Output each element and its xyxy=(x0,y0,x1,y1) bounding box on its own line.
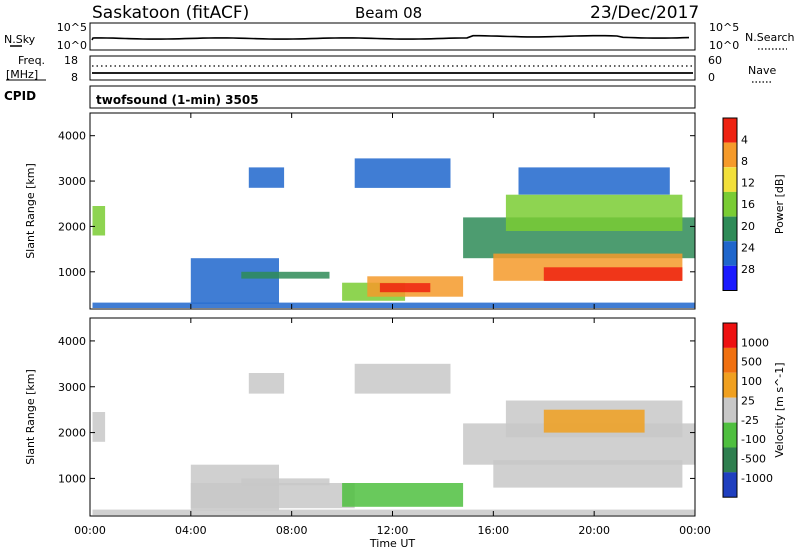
nsky-left-tick-bottom: 10^0 xyxy=(57,39,87,52)
y-axis-label: Slant Range [km] xyxy=(24,163,37,259)
colorbar-tick-label: 24 xyxy=(741,241,755,254)
y-tick-label: 3000 xyxy=(58,175,86,188)
nave-tick-top: 60 xyxy=(708,54,722,67)
colorbar-segment xyxy=(723,167,737,192)
nsky-left-tick-top: 10^5 xyxy=(57,21,87,34)
colorbar-tick-label: 16 xyxy=(741,198,755,211)
heatmap-region xyxy=(543,267,683,281)
freq-tick-top: 18 xyxy=(64,54,78,67)
station-title: Saskatoon (fitACF) xyxy=(92,3,249,23)
colorbar-label: Velocity [m s^-1] xyxy=(773,362,786,457)
colorbar-segment xyxy=(723,323,737,348)
heatmap-region xyxy=(92,302,695,308)
colorbar-segment xyxy=(723,241,737,266)
colorbar-tick-label: -100 xyxy=(741,433,766,446)
colorbar-segment xyxy=(723,372,737,398)
colorbar-segment xyxy=(723,216,737,242)
heatmap-region xyxy=(248,167,285,188)
colorbar-segment xyxy=(723,472,737,498)
nsky-panel-frame xyxy=(89,22,696,51)
heatmap-region xyxy=(92,206,106,236)
heatmap-cells xyxy=(92,363,695,516)
heatmap-region xyxy=(505,194,683,231)
nsky-right-tick-bottom: 10^0 xyxy=(709,39,739,52)
x-axis-label: Time UT xyxy=(369,537,415,550)
colorbar-segment xyxy=(723,118,737,143)
y-tick-label: 1000 xyxy=(58,472,86,485)
heatmap-region xyxy=(543,409,645,433)
heatmap-region xyxy=(241,271,330,279)
colorbar-segment xyxy=(723,397,737,423)
cpid-mode-text: twofsound (1-min) 3505 xyxy=(96,93,259,107)
y-tick-label: 4000 xyxy=(58,130,86,143)
nsky-right-tick-top: 10^5 xyxy=(709,21,739,34)
heatmap-region xyxy=(342,483,464,507)
colorbar-tick-label: 8 xyxy=(741,155,748,168)
velocity-panel: 1000 2000 3000 4000 Slant Range [km] 00:00 04:… xyxy=(24,317,786,550)
cpid-label: CPID xyxy=(4,89,36,103)
y-tick-label: 1000 xyxy=(58,266,86,279)
nsky-label: N.Sky xyxy=(4,33,36,46)
colorbar-tick-label: 500 xyxy=(741,356,762,369)
heatmap-cells xyxy=(92,158,695,308)
colorbar-frame xyxy=(722,117,738,291)
heatmap-region xyxy=(92,412,106,442)
y-tick-label: 2000 xyxy=(58,220,86,233)
colorbar-tick-label: -500 xyxy=(741,453,766,466)
freq-label: Freq. xyxy=(18,54,45,67)
heatmap-region xyxy=(92,509,695,516)
nave-tick-bottom: 0 xyxy=(708,71,715,84)
colorbar-tick-label: 12 xyxy=(741,177,755,190)
freq-tick-bottom: 8 xyxy=(71,71,78,84)
power-panel: 1000 2000 3000 4000 Slant Range [km] 4 8 12 16 20… xyxy=(24,112,786,310)
heatmap-region xyxy=(248,373,285,394)
nsky-trace xyxy=(91,34,690,41)
colorbar-tick-label: 4 xyxy=(741,134,748,147)
x-tick-label: 12:00 xyxy=(377,524,409,537)
cpid-panel-frame xyxy=(89,85,696,109)
colorbar-tick-label: 1000 xyxy=(741,336,769,349)
colorbar-tick-label: 100 xyxy=(741,375,762,388)
y-tick-label: 3000 xyxy=(58,381,86,394)
colorbar-segment xyxy=(723,347,737,373)
colorbar-tick-label: -25 xyxy=(741,414,759,427)
colorbar-segment xyxy=(723,265,737,291)
freq-unit-label: [MHz] xyxy=(6,68,38,81)
x-tick-label: 16:00 xyxy=(477,524,509,537)
colorbar-tick-label: 28 xyxy=(741,263,755,276)
colorbar-frame xyxy=(722,322,738,498)
colorbar-segment xyxy=(723,422,737,448)
heatmap-region xyxy=(518,167,670,195)
y-tick-label: 2000 xyxy=(58,427,86,440)
date-title: 23/Dec/2017 xyxy=(590,3,699,23)
colorbar-tick-label: 20 xyxy=(741,220,755,233)
freq-panel-frame xyxy=(89,55,696,81)
colorbar-label: Power [dB] xyxy=(773,174,786,234)
x-tick-label: 00:00 xyxy=(679,524,711,537)
heatmap-region xyxy=(493,460,683,488)
colorbar-segment xyxy=(723,191,737,217)
heatmap-region xyxy=(190,258,279,304)
y-axis-label: Slant Range [km] xyxy=(24,369,37,465)
x-tick-label: 08:00 xyxy=(276,524,308,537)
colorbar-segment xyxy=(723,447,737,473)
heatmap-region xyxy=(354,158,451,188)
heatmap-region xyxy=(354,363,451,394)
nsearch-label: N.Search xyxy=(745,31,795,44)
heatmap-region xyxy=(379,283,431,293)
nave-label: Nave xyxy=(748,64,776,77)
beam-title: Beam 08 xyxy=(355,4,422,22)
colorbar-tick-label: 25 xyxy=(741,394,755,407)
heatmap-region xyxy=(241,478,330,486)
x-tick-label: 20:00 xyxy=(578,524,610,537)
heatmap-region xyxy=(190,483,355,509)
colorbar-segment xyxy=(723,142,737,168)
y-tick-label: 4000 xyxy=(58,335,86,348)
x-tick-label: 00:00 xyxy=(74,524,106,537)
x-tick-label: 04:00 xyxy=(175,524,207,537)
colorbar-tick-label: -1000 xyxy=(741,472,773,485)
